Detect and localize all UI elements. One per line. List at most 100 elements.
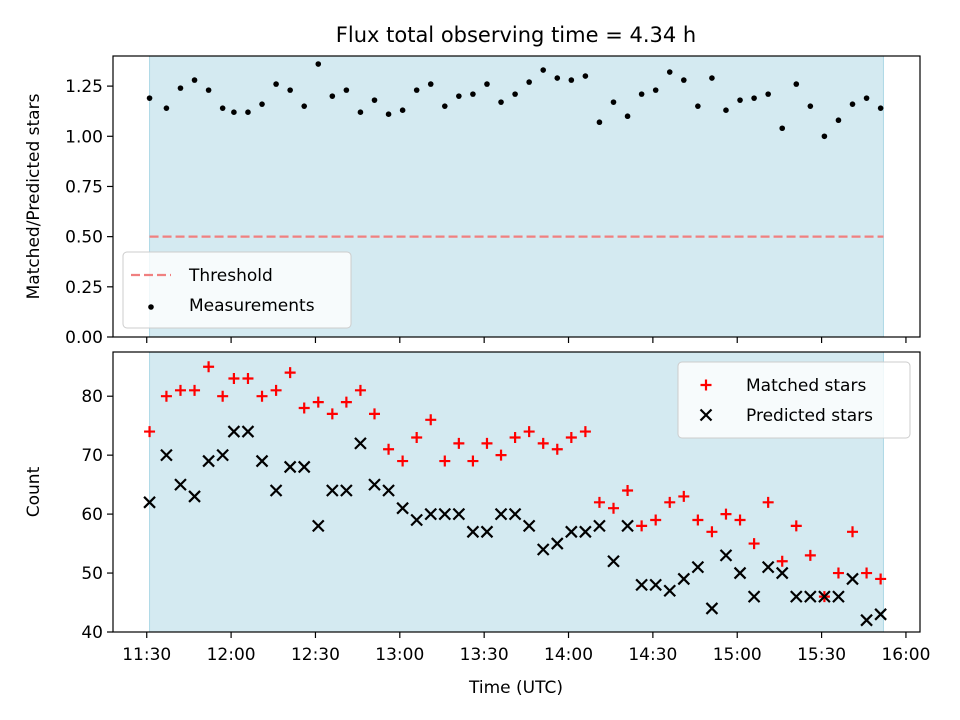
data-point xyxy=(382,484,395,497)
data-point xyxy=(622,485,634,497)
data-point xyxy=(470,91,476,97)
data-point xyxy=(863,95,870,101)
data-point xyxy=(231,109,237,115)
data-point xyxy=(228,373,240,385)
data-point xyxy=(287,87,293,93)
legend: Threshold Measurements xyxy=(122,251,352,329)
x-tick-label: 12:00 xyxy=(207,645,256,665)
x-tick-label: 14:30 xyxy=(628,645,677,665)
data-point xyxy=(875,573,887,585)
legend-label: Threshold xyxy=(188,266,273,286)
data-point xyxy=(537,437,549,449)
data-point xyxy=(705,602,719,615)
data-point xyxy=(526,79,532,85)
data-point xyxy=(793,81,800,87)
data-point xyxy=(691,560,705,574)
legend-box xyxy=(677,361,911,439)
data-point xyxy=(835,117,842,124)
data-point xyxy=(174,384,186,396)
data-point xyxy=(621,519,634,533)
data-point xyxy=(509,431,521,443)
data-point xyxy=(733,566,747,580)
data-point xyxy=(413,87,420,93)
data-point xyxy=(340,396,352,408)
data-point xyxy=(650,514,662,526)
data-point xyxy=(160,390,172,402)
legend-label: Matched stars xyxy=(746,376,866,396)
data-point xyxy=(494,507,508,521)
data-point xyxy=(565,431,577,443)
data-point xyxy=(191,77,198,83)
data-point xyxy=(456,93,462,99)
data-point xyxy=(706,526,718,538)
data-point xyxy=(636,520,648,532)
data-point xyxy=(383,443,395,455)
data-point xyxy=(596,119,603,126)
data-point xyxy=(775,566,789,580)
legend-box xyxy=(122,251,352,329)
data-point xyxy=(554,75,561,81)
data-point xyxy=(311,519,325,533)
legend-swatch xyxy=(148,304,154,310)
y-tick-label: 0.25 xyxy=(65,278,103,298)
data-point xyxy=(203,361,215,373)
data-point xyxy=(242,373,254,385)
data-point xyxy=(270,384,282,396)
data-point xyxy=(638,91,645,97)
data-point xyxy=(202,454,215,468)
data-point xyxy=(188,490,201,503)
data-point xyxy=(877,105,884,111)
data-point xyxy=(498,99,504,105)
data-point xyxy=(734,514,746,526)
x-tick-label: 11:30 xyxy=(122,645,171,665)
data-point xyxy=(399,107,406,113)
data-point xyxy=(241,425,255,438)
data-point xyxy=(255,454,269,468)
axes-frame xyxy=(112,351,921,633)
data-point xyxy=(523,426,535,438)
data-point xyxy=(709,75,715,81)
data-point xyxy=(371,97,378,103)
data-point xyxy=(608,502,620,514)
data-point xyxy=(582,73,589,79)
data-point xyxy=(205,87,212,93)
data-point xyxy=(425,414,437,426)
data-point xyxy=(484,81,490,87)
data-point xyxy=(860,613,873,627)
data-point xyxy=(832,590,845,603)
data-point xyxy=(424,507,438,521)
data-point xyxy=(846,572,859,586)
data-point xyxy=(312,396,324,408)
data-point xyxy=(849,101,856,107)
data-point xyxy=(720,508,732,520)
data-point xyxy=(821,133,828,140)
data-point xyxy=(847,526,859,538)
y-tick-label: 1.00 xyxy=(65,127,103,147)
series-measurements xyxy=(146,61,884,140)
bottom-panel-counts: 40 50 60 70 80 11:30 12:00 12:30 13:00 13:30 14:00… xyxy=(24,351,930,665)
data-point xyxy=(301,103,308,109)
data-point xyxy=(245,109,251,115)
data-point xyxy=(508,507,522,521)
data-point xyxy=(410,513,423,527)
data-point xyxy=(761,560,775,574)
data-point xyxy=(297,460,311,474)
data-point xyxy=(779,125,786,132)
data-point xyxy=(441,103,448,109)
data-point xyxy=(681,77,687,83)
data-point xyxy=(579,525,592,539)
data-point xyxy=(550,537,564,550)
data-point xyxy=(480,525,494,539)
data-point xyxy=(747,590,761,603)
data-point xyxy=(861,567,873,579)
y-tick-label: 0.50 xyxy=(65,228,103,248)
data-point xyxy=(804,590,817,603)
data-point xyxy=(832,567,844,579)
data-point xyxy=(269,484,283,497)
data-point xyxy=(807,103,814,109)
data-point xyxy=(522,519,536,533)
data-point xyxy=(663,584,677,598)
data-point xyxy=(677,572,691,586)
data-point xyxy=(343,87,350,93)
data-point xyxy=(664,496,676,508)
